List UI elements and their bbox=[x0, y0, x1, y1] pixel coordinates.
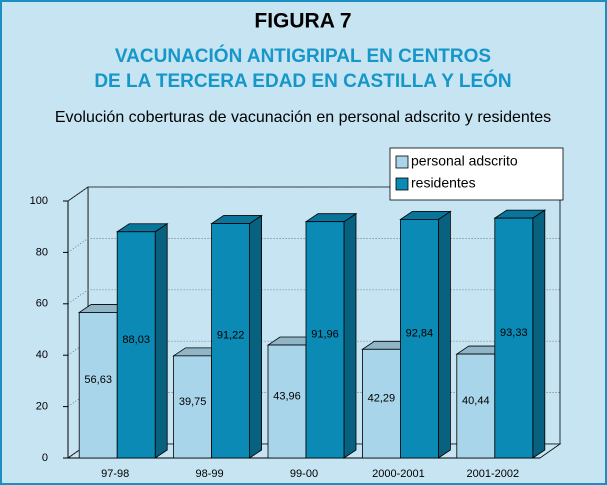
bar bbox=[399, 219, 439, 459]
y-tick-label: 100 bbox=[30, 195, 48, 207]
bar bbox=[78, 312, 118, 459]
data-label: 42,29 bbox=[368, 393, 396, 405]
legend-box bbox=[389, 147, 564, 201]
chart-title: FIGURA 7 bbox=[254, 10, 351, 33]
data-label: 88,03 bbox=[122, 334, 150, 346]
chart-subtitle: VACUNACIÓN ANTIGRIPAL EN CENTROS bbox=[115, 45, 491, 67]
bar bbox=[361, 348, 401, 459]
bar bbox=[116, 231, 156, 459]
data-label: 40,44 bbox=[462, 395, 490, 407]
chart-subtitle: DE LA TERCERA EDAD EN CASTILLA Y LEÓN bbox=[94, 70, 511, 92]
x-tick-label: 98-99 bbox=[196, 468, 224, 480]
data-label: 93,33 bbox=[500, 327, 528, 339]
y-tick-label: 40 bbox=[36, 349, 48, 361]
bar-side bbox=[249, 214, 263, 459]
bar bbox=[456, 353, 496, 459]
bar-side bbox=[532, 209, 546, 459]
chart-description: Evolución coberturas de vacunación en pe… bbox=[55, 109, 551, 126]
legend-label: residentes bbox=[411, 175, 476, 191]
x-tick-label: 99-00 bbox=[290, 468, 318, 480]
y-tick-label: 60 bbox=[36, 298, 48, 310]
data-label: 91,22 bbox=[217, 330, 245, 342]
bar bbox=[305, 221, 345, 459]
bar bbox=[173, 355, 213, 459]
data-label: 39,75 bbox=[179, 396, 207, 408]
x-tick-label: 97-98 bbox=[101, 468, 129, 480]
y-tick-label: 0 bbox=[42, 452, 48, 464]
x-tick-label: 2000-2001 bbox=[372, 468, 425, 480]
bar-side bbox=[343, 212, 357, 459]
x-tick-label: 2001-2002 bbox=[466, 468, 519, 480]
bar-side bbox=[154, 223, 168, 459]
data-label: 56,63 bbox=[84, 374, 112, 386]
data-label: 43,96 bbox=[273, 390, 301, 402]
legend-label: personal adscrito bbox=[411, 153, 518, 169]
legend-swatch bbox=[395, 177, 409, 191]
legend-swatch bbox=[395, 155, 409, 169]
bar bbox=[494, 217, 534, 459]
data-label: 92,84 bbox=[406, 328, 434, 340]
data-label: 91,96 bbox=[311, 329, 339, 341]
bar bbox=[211, 223, 251, 459]
y-tick-label: 20 bbox=[36, 401, 48, 413]
bar bbox=[267, 344, 307, 459]
y-tick-label: 80 bbox=[36, 246, 48, 258]
bar-side bbox=[437, 210, 451, 459]
